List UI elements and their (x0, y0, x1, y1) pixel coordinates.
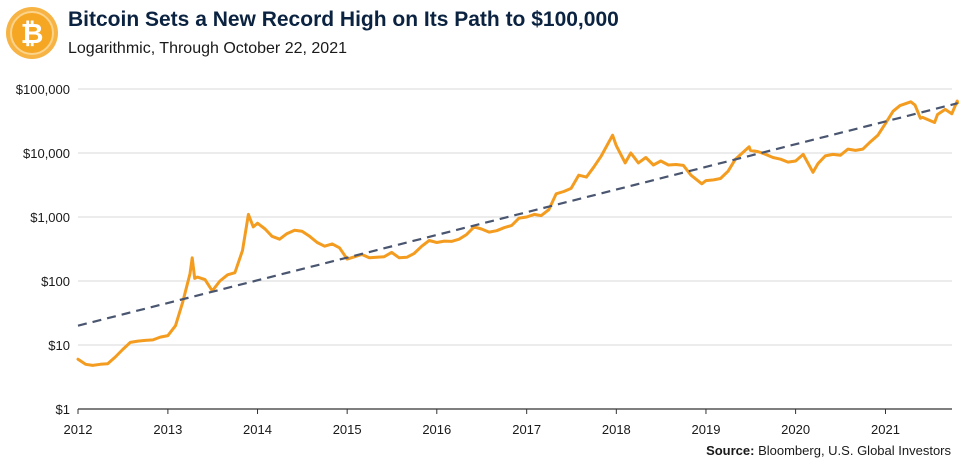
source-text: Bloomberg, U.S. Global Investors (754, 443, 951, 458)
x-tick-label: 2016 (422, 422, 451, 437)
x-tick-label: 2013 (153, 422, 182, 437)
source-label: Source: (706, 443, 755, 458)
x-tick-label: 2019 (692, 422, 721, 437)
price-line (76, 99, 959, 367)
y-tick-label: $1 (56, 402, 70, 417)
trend-line (77, 102, 958, 327)
x-tick-label: 2021 (871, 422, 900, 437)
y-tick-label: $10 (48, 338, 70, 353)
y-tick-label: $100,000 (16, 82, 70, 97)
chart-title: Bitcoin Sets a New Record High on Its Pa… (68, 8, 619, 31)
x-tick-label: 2014 (243, 422, 272, 437)
y-tick-label: $10,000 (23, 146, 70, 161)
chart-subtitle: Logarithmic, Through October 22, 2021 (68, 40, 347, 57)
y-tick-label: $1,000 (30, 210, 70, 225)
x-tick-label: 2020 (781, 422, 810, 437)
x-tick-label: 2017 (512, 422, 541, 437)
source-note: Source: Bloomberg, U.S. Global Investors (706, 443, 951, 458)
x-tick-label: 2012 (64, 422, 93, 437)
x-tick-label: 2015 (333, 422, 362, 437)
y-tick-label: $100 (41, 274, 70, 289)
bitcoin-coin-icon: ₿ (6, 7, 58, 59)
x-tick-label: 2018 (602, 422, 631, 437)
svg-text:₿: ₿ (21, 18, 44, 49)
